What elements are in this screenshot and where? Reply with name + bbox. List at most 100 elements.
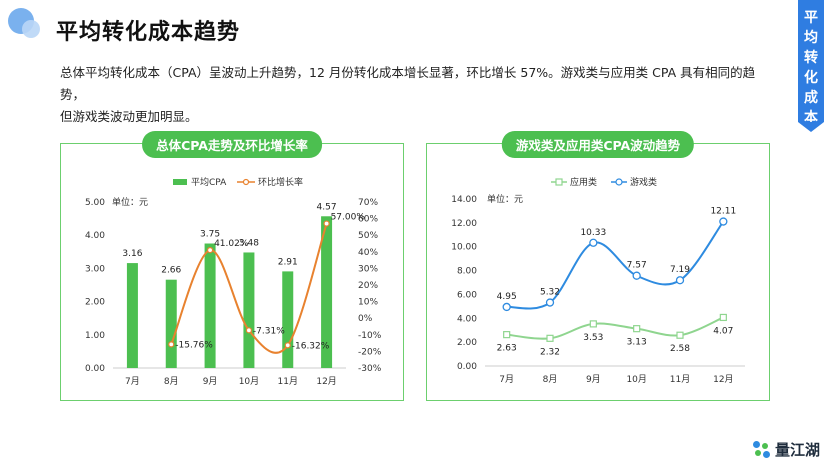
side-tab-char: 成 [804,90,818,106]
y-axis-tick: 8.00 [457,267,477,277]
growth-point [323,220,330,227]
legend-label-bar: 平均CPA [191,176,227,188]
bar-value-label: 3.16 [122,249,142,259]
chart-overall-cpa: 平均CPA 环比增长率 0.00 1.00 2.00 3.00 4.00 5.00 单位：元 -3… [85,176,382,387]
data-point-app [676,331,684,339]
data-value-label: 12.11 [710,207,736,217]
growth-value-label: -16.32% [292,341,330,351]
y-axis-tick-left: 5.00 [85,198,105,208]
data-value-label: 3.53 [583,333,603,343]
legend-label-0: 应用类 [570,176,597,188]
y-axis-tick-right: 60% [358,215,378,225]
growth-value-label: -15.76% [175,340,213,350]
growth-value-label: 41.02% [214,239,249,249]
data-point-game [502,302,511,312]
unit-label: 单位：元 [487,193,523,205]
legend-label-line: 环比增长率 [258,176,303,188]
y-axis-tick-right: 20% [358,281,378,291]
bar-11月 [282,271,294,368]
x-axis-tick: 12月 [713,374,733,385]
legend-marker-0 [555,178,563,186]
legend-label-1: 游戏类 [630,176,657,188]
data-point-game [675,276,685,285]
data-value-label: 2.32 [540,347,560,357]
chart-panel-overall: 总体CPA走势及环比增长率 平均CPA 环比增长率 0.00 1.00 2.00 3.00… [60,131,404,401]
series-line-0 [506,316,724,340]
data-value-label: 10.33 [580,228,606,238]
data-value-label: 2.63 [497,344,517,354]
legend-swatch-bar [173,179,187,185]
y-axis-tick-right: 50% [358,231,378,241]
data-point-app [546,334,554,342]
data-point-app [589,320,597,328]
y-axis-tick: 2.00 [457,338,477,348]
y-axis-tick-right: -20% [358,347,382,357]
bar-value-label: 3.75 [200,230,220,240]
data-value-label: 7.57 [627,261,647,271]
data-point-app [503,331,511,339]
bar-8月 [165,279,177,368]
summary-line-1: 总体平均转化成本（CPA）呈波动上升趋势，12 月份转化成本增长显著，环比增长 … [60,65,756,102]
x-axis-tick: 12月 [316,376,336,387]
decor-circle-small [22,20,40,38]
data-value-label: 4.07 [713,326,733,336]
data-value-label: 7.19 [670,265,690,275]
x-axis-tick: 8月 [543,374,558,385]
x-axis-tick: 10月 [626,374,646,385]
bar-value-label: 2.66 [161,266,181,276]
page-title: 平均转化成本趋势 [56,20,241,45]
bar-value-label: 4.57 [317,202,337,212]
data-point-app [633,325,641,333]
x-axis-tick: 11月 [670,374,690,385]
bar-value-label: 3.48 [239,238,259,248]
data-value-label: 4.95 [497,292,517,302]
chart-category-cpa: 应用类 游戏类 0.00 2.00 4.00 6.00 8.00 10.00 12.00 14.0… [451,176,745,385]
growth-point [245,327,253,334]
y-axis-tick-right: 30% [358,264,378,274]
y-axis-tick: 6.00 [457,290,477,300]
y-axis-tick-left: 1.00 [85,331,105,341]
side-tab-char: 平 [804,10,818,26]
bar-12月 [321,216,333,368]
growth-point [206,247,214,254]
y-axis-tick-right: 70% [358,198,378,208]
y-axis-tick-right: 10% [358,298,378,308]
data-value-label: 3.13 [627,338,647,348]
brand-mark-icon [752,440,771,459]
chart-title-overall: 总体CPA走势及环比增长率 [142,131,322,158]
bar-10月 [243,252,255,368]
x-axis-tick: 9月 [586,374,601,385]
legend-swatch-dot [242,178,250,186]
y-axis-tick: 12.00 [451,219,477,229]
bar-value-label: 2.91 [278,257,298,267]
x-axis-tick: 9月 [203,376,218,387]
summary-line-2: 但游戏类波动更加明显。 [60,109,198,124]
x-axis-tick: 8月 [164,376,179,387]
side-tab-char: 化 [804,70,818,86]
data-point-game [719,217,728,226]
side-tab-char: 转 [804,50,818,66]
data-value-label: 2.58 [670,344,690,354]
brand-logo: 量江湖 [752,439,820,460]
x-axis-tick: 11月 [278,376,298,387]
y-axis-tick-right: -30% [358,364,382,374]
growth-value-label: -7.31% [253,326,285,336]
data-value-label: 5.32 [540,288,560,298]
data-point-game [632,271,641,280]
brand-name: 量江湖 [774,441,820,459]
side-tab: 平均转化成本 [798,0,824,132]
data-point-app [719,313,727,322]
unit-label: 单位：元 [112,196,148,208]
chart-panel-category: 游戏类及应用类CPA波动趋势 应用类 游戏类 0.00 2.00 4.00 6.00 8.0… [426,131,770,401]
summary-text: 总体平均转化成本（CPA）呈波动上升趋势，12 月份转化成本增长显著，环比增长 … [60,62,760,128]
side-tab-arrow [798,122,824,132]
y-axis-tick-left: 0.00 [85,364,105,374]
legend-marker-1 [615,178,623,186]
y-axis-tick: 10.00 [451,243,477,253]
side-tab-label: 平均转化成本 [798,8,824,128]
growth-value-label: 57.00% [331,213,366,223]
y-axis-tick: 4.00 [457,314,477,324]
side-tab-char: 均 [804,30,818,46]
y-axis-tick: 14.00 [451,195,477,205]
y-axis-tick: 0.00 [457,362,477,372]
